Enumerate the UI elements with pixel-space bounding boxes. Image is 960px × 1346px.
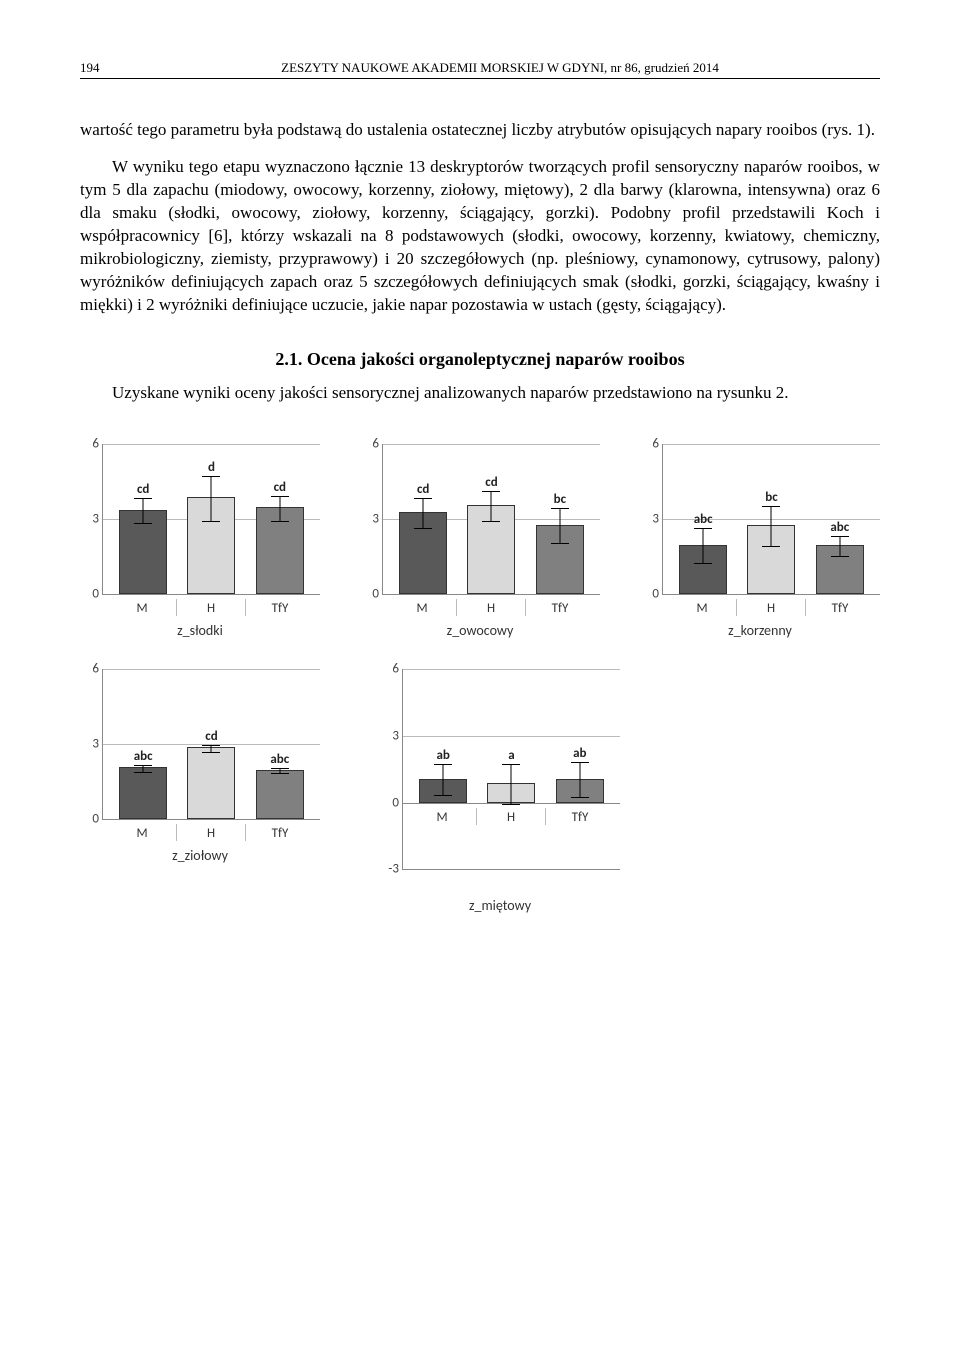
bar: abc bbox=[816, 545, 864, 595]
charts-row-2: 036abccdabcMHTfYz_ziołowy -3036abaabMHTf… bbox=[80, 669, 880, 914]
y-tick-label: 0 bbox=[381, 795, 399, 810]
y-tick-label: 3 bbox=[381, 729, 399, 744]
bar-signif-label: bc bbox=[765, 490, 777, 505]
bar-signif-label: cd bbox=[485, 475, 497, 490]
bar-signif-label: abc bbox=[830, 520, 849, 535]
bar: abc bbox=[679, 545, 727, 595]
x-tick-label: H bbox=[456, 599, 525, 616]
x-tick-label: H bbox=[176, 599, 245, 616]
x-tick-label: M bbox=[108, 599, 176, 616]
bar-signif-label: cd bbox=[417, 482, 429, 497]
y-tick-label: 6 bbox=[641, 437, 659, 452]
chart-title: z_słodki bbox=[80, 622, 320, 639]
y-tick-label: 3 bbox=[641, 512, 659, 527]
x-tick-label: TfY bbox=[805, 599, 874, 616]
y-tick-label: 6 bbox=[81, 437, 99, 452]
x-tick-label: TfY bbox=[245, 824, 314, 841]
section-intro: Uzyskane wyniki oceny jakości sensoryczn… bbox=[80, 382, 880, 405]
chart-z-mietowy: -3036abaabMHTfYz_miętowy bbox=[380, 669, 620, 914]
x-tick-label: M bbox=[108, 824, 176, 841]
bar: a bbox=[487, 783, 535, 803]
bar: bc bbox=[747, 525, 795, 595]
x-tick-label: M bbox=[408, 808, 476, 825]
chart-z-owocowy: 036cdcdbcMHTfYz_owocowy bbox=[360, 444, 600, 639]
bar-signif-label: ab bbox=[573, 746, 586, 761]
bar: cd bbox=[467, 505, 515, 595]
chart-title: z_owocowy bbox=[360, 622, 600, 639]
chart-z-korzenny: 036abcbcabcMHTfYz_korzenny bbox=[640, 444, 880, 639]
x-tick-label: H bbox=[176, 824, 245, 841]
bar: bc bbox=[536, 525, 584, 595]
x-tick-label: M bbox=[668, 599, 736, 616]
bar-signif-label: abc bbox=[694, 512, 713, 527]
bar: ab bbox=[556, 779, 604, 803]
y-tick-label: 6 bbox=[381, 662, 399, 677]
y-tick-label: 0 bbox=[641, 587, 659, 602]
bar-signif-label: cd bbox=[137, 482, 149, 497]
chart-z-slodki: 036cddcdMHTfYz_słodki bbox=[80, 444, 320, 639]
chart-z-ziolowy: 036abccdabcMHTfYz_ziołowy bbox=[80, 669, 320, 914]
bar: ab bbox=[419, 779, 467, 803]
y-tick-label: 3 bbox=[81, 512, 99, 527]
x-tick-label: TfY bbox=[545, 808, 614, 825]
x-tick-label: TfY bbox=[245, 599, 314, 616]
bar: cd bbox=[187, 747, 235, 819]
x-tick-label: H bbox=[736, 599, 805, 616]
bar-signif-label: a bbox=[508, 748, 514, 763]
x-tick-label: TfY bbox=[525, 599, 594, 616]
paragraph-1: wartość tego parametru była podstawą do … bbox=[80, 119, 880, 142]
page-number: 194 bbox=[80, 60, 100, 76]
bar-signif-label: d bbox=[208, 460, 215, 475]
bar-signif-label: cd bbox=[205, 729, 217, 744]
bar: cd bbox=[256, 507, 304, 594]
bar-signif-label: bc bbox=[554, 492, 566, 507]
chart-title: z_korzenny bbox=[640, 622, 880, 639]
bar-signif-label: cd bbox=[274, 480, 286, 495]
y-tick-label: 3 bbox=[361, 512, 379, 527]
y-tick-label: 6 bbox=[361, 437, 379, 452]
chart-title: z_ziołowy bbox=[80, 847, 320, 864]
bar: d bbox=[187, 497, 235, 594]
chart-title: z_miętowy bbox=[380, 897, 620, 914]
bar-signif-label: abc bbox=[270, 752, 289, 767]
section-heading: 2.1. Ocena jakości organoleptycznej napa… bbox=[80, 349, 880, 370]
page-header: 194 ZESZYTY NAUKOWE AKADEMII MORSKIEJ W … bbox=[80, 60, 880, 79]
bar: abc bbox=[256, 770, 304, 820]
y-tick-label: 0 bbox=[81, 587, 99, 602]
y-tick-label: 3 bbox=[81, 737, 99, 752]
charts-row-1: 036cddcdMHTfYz_słodki 036cdcdbcMHTfYz_ow… bbox=[80, 444, 880, 639]
bar-signif-label: ab bbox=[436, 748, 449, 763]
x-tick-label: H bbox=[476, 808, 545, 825]
paragraph-2: W wyniku tego etapu wyznaczono łącznie 1… bbox=[80, 156, 880, 317]
y-tick-label: -3 bbox=[381, 862, 399, 877]
x-tick-label: M bbox=[388, 599, 456, 616]
y-tick-label: 0 bbox=[361, 587, 379, 602]
bar: cd bbox=[399, 512, 447, 594]
bar: abc bbox=[119, 767, 167, 819]
bar: cd bbox=[119, 510, 167, 595]
y-tick-label: 0 bbox=[81, 812, 99, 827]
journal-name: ZESZYTY NAUKOWE AKADEMII MORSKIEJ W GDYN… bbox=[120, 60, 880, 76]
bar-signif-label: abc bbox=[134, 749, 153, 764]
y-tick-label: 6 bbox=[81, 662, 99, 677]
